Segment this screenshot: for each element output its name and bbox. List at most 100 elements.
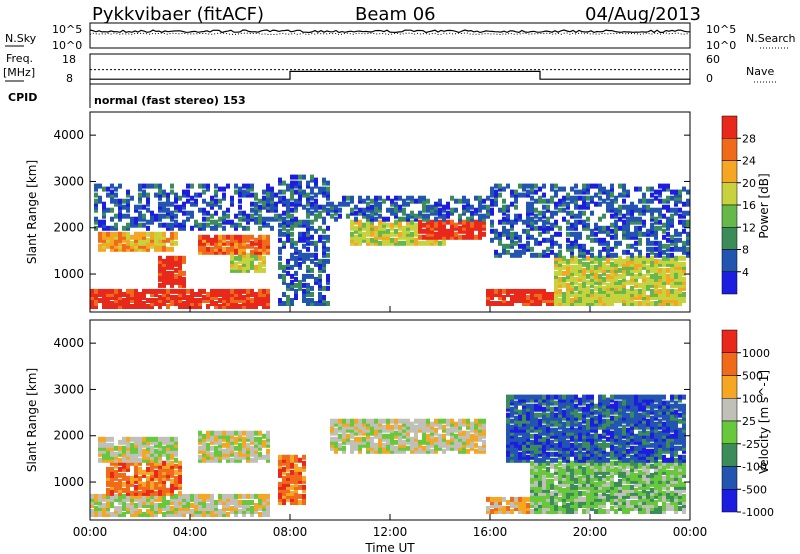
velocity-cell [578,500,582,505]
power-cell [586,186,590,192]
power-cell [670,213,674,219]
velocity-cell [162,466,166,472]
power-cell [314,216,318,222]
velocity-cell [554,415,558,421]
velocity-cell [114,512,118,517]
power-cell [270,207,274,213]
velocity-cell [434,421,438,427]
power-cell [274,207,278,213]
power-cell [274,213,278,219]
power-cell [358,231,362,237]
velocity-cell [478,445,482,451]
power-cell [222,237,226,243]
velocity-cell [594,490,598,496]
power-cell [446,213,450,219]
power-cell [486,288,490,294]
power-cell [610,276,614,282]
power-cell [310,174,314,180]
power-cell [230,246,234,252]
power-cell [314,198,318,204]
power-cell [142,183,146,189]
velocity-cell [522,506,526,511]
power-cell [490,186,494,192]
velocity-cell [110,484,114,490]
velocity-cell [414,445,418,451]
power-cell [126,292,130,297]
velocity-cell [294,463,298,469]
velocity-cell [494,500,498,505]
power-cell [494,249,498,255]
velocity-cell [598,433,602,439]
power-cell [158,192,162,198]
power-cell [250,301,254,306]
velocity-cell [418,427,422,433]
velocity-cell [534,481,538,487]
velocity-cell [130,512,134,517]
power-cell [542,292,546,297]
power-cell [254,201,258,207]
velocity-cell [382,418,386,424]
velocity-cell [598,400,602,406]
power-cell [174,255,178,261]
velocity-cell [374,433,378,439]
power-cell [582,267,586,273]
velocity-cell [506,403,510,409]
velocity-cell [514,433,518,439]
power-cell [122,234,126,240]
power-cell [546,301,550,306]
velocity-cell [230,506,234,511]
power-cell [262,304,266,309]
velocity-cell [534,415,538,421]
velocity-cell [494,496,498,502]
velocity-cell [582,475,586,481]
velocity-cell [534,406,538,412]
velocity-cell [134,472,138,478]
velocity-cell [638,503,642,508]
velocity-cell [602,493,606,499]
power-cell [598,276,602,282]
velocity-cell [558,400,562,406]
power-cell [466,219,470,225]
velocity-cell [162,475,166,481]
power-cell [106,234,110,240]
velocity-cell [170,472,174,478]
velocity-cell [642,448,646,454]
power-cell [518,298,522,303]
power-cell [586,225,590,231]
power-cell [210,201,214,207]
velocity-cell [202,442,206,448]
velocity-cell [574,487,578,493]
velocity-cell [162,469,166,475]
power-cell [98,198,102,204]
power-cell [322,243,326,249]
velocity-cell [106,506,110,511]
velocity-cell [178,463,182,469]
power-cell [126,231,130,237]
velocity-cell [250,506,254,511]
power-cell [614,252,618,258]
power-cell [98,183,102,189]
power-cell [238,246,242,252]
velocity-cell [406,427,410,433]
power-cell [650,273,654,279]
velocity-cell [178,469,182,475]
velocity-cell [594,487,598,493]
velocity-cell [218,433,222,439]
velocity-cell [474,436,478,442]
power-cell [510,219,514,225]
velocity-cell [618,439,622,445]
velocity-cell [586,433,590,439]
power-cell [318,258,322,264]
velocity-cell [146,469,150,475]
power-cell [318,282,322,288]
velocity-cell [638,500,642,505]
velocity-cell [610,394,614,400]
power-cell [674,298,678,303]
power-cell [286,295,290,300]
velocity-cell [146,475,150,481]
power-cell [110,189,114,195]
velocity-cell [518,421,522,427]
power-cell [622,192,626,198]
power-cell [650,292,654,297]
power-cell [514,292,518,297]
